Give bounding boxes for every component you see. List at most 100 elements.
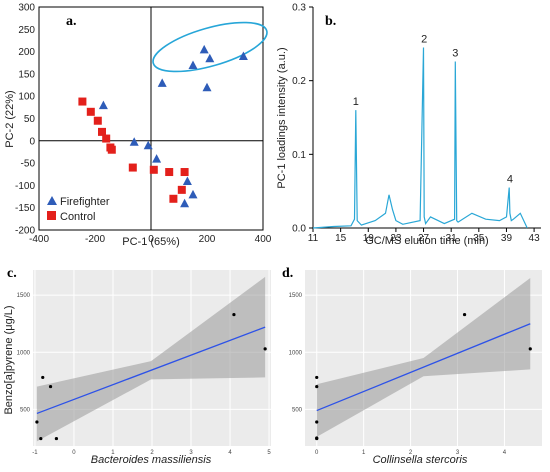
panel-a-label: a.: [66, 14, 77, 29]
panel-a-ytick: 300: [18, 3, 35, 14]
c-xtick: 5: [267, 450, 271, 456]
firefighter-point: [205, 53, 215, 63]
control-point: [180, 168, 189, 177]
d-ytick: 500: [292, 407, 303, 413]
control-point: [102, 134, 111, 143]
d-data-point: [315, 375, 319, 380]
panel-b-ytick: 0.1: [292, 150, 306, 161]
panel-a-ytick: -150: [15, 203, 35, 214]
control-point: [107, 145, 116, 154]
panel-c-ylabel: Benzo[a]pyrene (μg/L): [3, 305, 15, 414]
panel-b-peak-label: 2: [421, 34, 427, 46]
panel-a-ytick: 250: [18, 25, 35, 36]
c-xtick: 4: [228, 450, 232, 456]
control-point: [93, 116, 102, 125]
c-xtick: 3: [189, 450, 193, 456]
d-xtick: 1: [362, 450, 366, 456]
control-point: [149, 165, 158, 174]
panel-d-xlabel: Collinsella stercoris: [373, 454, 468, 466]
firefighter-point: [182, 176, 192, 185]
panel-b-xtick: 19: [363, 233, 375, 244]
c-xtick: 2: [150, 450, 154, 456]
firefighter-point: [199, 44, 209, 54]
panel-a-ytick: 200: [18, 47, 35, 58]
panel-a-ytick: 50: [24, 114, 36, 125]
control-point: [177, 185, 186, 194]
d-xtick: 0: [315, 450, 319, 456]
firefighter-point: [152, 154, 162, 163]
c-data-point: [39, 436, 43, 441]
firefighter-point: [202, 82, 212, 92]
panel-b-ylabel: PC-1 loadings intensity (a.u.): [276, 47, 288, 188]
panel-b-label: b.: [325, 14, 336, 29]
firefighter-cluster-ellipse: [152, 21, 268, 73]
c-data-point: [48, 384, 53, 389]
panel-b-xtick: 27: [418, 233, 430, 244]
panel-b-peak-label: 1: [353, 96, 359, 108]
c-data-point: [263, 347, 267, 351]
panel-a-ytick: -50: [21, 159, 36, 170]
panel-b-peak-label: 3: [452, 48, 458, 60]
control-point: [165, 168, 174, 177]
panel-d-fit-line: [316, 323, 531, 412]
firefighter-point: [188, 60, 198, 69]
panel-a-xtick: 200: [199, 234, 216, 245]
firefighter-point: [180, 198, 190, 208]
panel-a-ytick: -100: [15, 181, 35, 192]
c-data-point: [41, 375, 45, 380]
c-ytick: 1500: [17, 293, 31, 299]
control-point: [128, 163, 137, 172]
panel-b-xlabel: GC/MS elution time (min): [365, 235, 488, 247]
panel-b-xtick: 39: [501, 233, 513, 244]
panel-a-ylabel: PC-2 (22%): [4, 90, 16, 147]
d-data-point: [528, 347, 532, 351]
panel-c-regression: -1 0 1 2 3 4 5 500 1000 1500 c. Bacteroides massi…: [3, 266, 271, 466]
panel-b-peak-label: 4: [507, 173, 513, 185]
panel-b-xtick: 15: [335, 233, 347, 244]
panel-a-ytick: -200: [15, 226, 35, 237]
firefighter-point: [188, 189, 198, 199]
c-xtick: 0: [72, 450, 76, 456]
legend-control-label: Control: [60, 211, 95, 223]
control-point: [86, 107, 95, 116]
c-xtick: -1: [32, 450, 38, 456]
legend-firefighter-marker: [47, 196, 57, 205]
panel-c-xlabel: Bacteroides massiliensis: [91, 454, 212, 466]
panel-a-xtick: 400: [255, 234, 272, 245]
control-point: [98, 127, 106, 136]
c-data-point: [35, 420, 39, 424]
panel-b-xtick: 11: [308, 233, 319, 244]
panel-a-ytick: 100: [18, 92, 35, 103]
c-data-point: [232, 312, 236, 317]
panel-b-xtick: 31: [446, 233, 458, 244]
d-data-point: [315, 384, 319, 389]
panel-a-xtick: 0: [148, 234, 154, 245]
panel-d-confidence-band: [316, 278, 531, 437]
d-ytick: 1500: [289, 293, 303, 299]
panel-c-confidence-band: [36, 276, 266, 442]
control-point: [169, 194, 178, 203]
d-ytick: 1000: [289, 350, 303, 356]
panel-a-xtick: -400: [29, 234, 49, 245]
panel-b-xtick: 35: [473, 233, 485, 244]
panel-c-label: c.: [7, 266, 17, 281]
panel-a-xtick: -200: [85, 234, 105, 245]
firefighter-point: [238, 51, 248, 61]
d-data-point: [315, 436, 319, 440]
firefighter-point: [143, 140, 153, 150]
firefighter-point: [98, 100, 108, 110]
control-point: [78, 97, 87, 106]
legend-firefighter-label: Firefighter: [60, 196, 110, 208]
c-ytick: 1000: [17, 350, 31, 356]
c-ytick: 500: [20, 407, 31, 413]
d-xtick: 3: [456, 450, 460, 456]
panel-a-legend: Firefighter Control: [47, 196, 110, 223]
panel-d-regression: 0 1 2 3 4 500 1000 1500 d. Collinsella stercori…: [282, 266, 542, 466]
panel-a-ytick: 0: [29, 136, 35, 147]
firefighter-point: [129, 137, 139, 146]
d-xtick: 2: [409, 450, 413, 456]
panel-d-label: d.: [282, 266, 293, 281]
panel-b-ytick: 0.3: [292, 3, 306, 14]
